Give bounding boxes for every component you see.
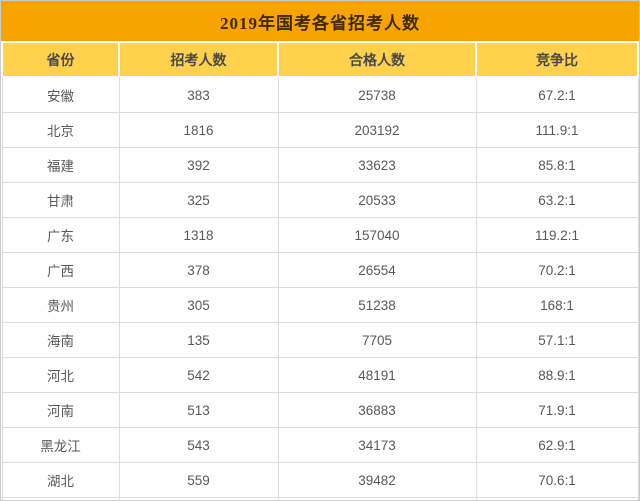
province-cell: 河北 [1, 357, 120, 393]
value-cell [277, 497, 477, 500]
table-row: 贵州 305 51238 168:1 [1, 287, 639, 323]
table-body: 安徽 383 25738 67.2:1 北京 1816 203192 111.9:1 福建 392… [1, 76, 639, 500]
value-cell: 25738 [277, 76, 477, 113]
value-cell: 378 [118, 252, 279, 288]
table-row: 广东 1318 157040 119.2:1 [1, 217, 639, 253]
column-header: 合格人数 [277, 41, 477, 78]
value-cell: 392 [118, 147, 279, 183]
value-cell: 36883 [277, 392, 477, 428]
value-cell: 33623 [277, 147, 477, 183]
value-cell: 67.2:1 [475, 76, 639, 113]
table-row: 河南 513 36883 71.9:1 [1, 392, 639, 428]
value-cell: 39482 [277, 462, 477, 498]
value-cell: 305 [118, 287, 279, 323]
value-cell: 383 [118, 76, 279, 113]
value-cell: 1816 [118, 112, 279, 148]
column-header: 招考人数 [118, 41, 279, 78]
value-cell: 51238 [277, 287, 477, 323]
table-row: 海南 135 7705 57.1:1 [1, 322, 639, 358]
value-cell [475, 497, 639, 500]
value-cell: 168:1 [475, 287, 639, 323]
table-row: 甘肃 325 20533 63.2:1 [1, 182, 639, 218]
value-cell: 7705 [277, 322, 477, 358]
table-row: 安徽 383 25738 67.2:1 [1, 76, 639, 113]
table-row: 北京 1816 203192 111.9:1 [1, 112, 639, 148]
table-row: 河北 542 48191 88.9:1 [1, 357, 639, 393]
table-row: 黑龙江 543 34173 62.9:1 [1, 427, 639, 463]
header-row: 省份 招考人数 合格人数 竞争比 [1, 41, 639, 78]
value-cell: 70.6:1 [475, 462, 639, 498]
column-header: 竞争比 [475, 41, 639, 78]
recruitment-table: 省份 招考人数 合格人数 竞争比 安徽 383 25738 67.2:1 北京 1816 2031… [1, 41, 639, 500]
province-cell: 河南 [1, 392, 120, 428]
province-cell: 广东 [1, 217, 120, 253]
value-cell: 70.2:1 [475, 252, 639, 288]
value-cell: 62.9:1 [475, 427, 639, 463]
value-cell: 48191 [277, 357, 477, 393]
value-cell: 57.1:1 [475, 322, 639, 358]
value-cell: 157040 [277, 217, 477, 253]
value-cell: 88.9:1 [475, 357, 639, 393]
table-row: 福建 392 33623 85.8:1 [1, 147, 639, 183]
table-row: 湖北 559 39482 70.6:1 [1, 462, 639, 498]
value-cell: 85.8:1 [475, 147, 639, 183]
value-cell: 20533 [277, 182, 477, 218]
column-header: 省份 [1, 41, 120, 78]
value-cell: 203192 [277, 112, 477, 148]
value-cell: 559 [118, 462, 279, 498]
value-cell [1, 497, 120, 500]
table-row-partial [1, 497, 639, 500]
value-cell: 1318 [118, 217, 279, 253]
table-row: 广西 378 26554 70.2:1 [1, 252, 639, 288]
table-title: 2019年国考各省招考人数 [1, 1, 639, 41]
province-cell: 北京 [1, 112, 120, 148]
value-cell: 325 [118, 182, 279, 218]
value-cell: 26554 [277, 252, 477, 288]
value-cell [118, 497, 279, 500]
province-cell: 贵州 [1, 287, 120, 323]
province-cell: 广西 [1, 252, 120, 288]
province-cell: 甘肃 [1, 182, 120, 218]
table-header: 省份 招考人数 合格人数 竞争比 [1, 41, 639, 78]
province-cell: 黑龙江 [1, 427, 120, 463]
value-cell: 135 [118, 322, 279, 358]
value-cell: 543 [118, 427, 279, 463]
value-cell: 111.9:1 [475, 112, 639, 148]
province-cell: 福建 [1, 147, 120, 183]
value-cell: 119.2:1 [475, 217, 639, 253]
value-cell: 542 [118, 357, 279, 393]
value-cell: 513 [118, 392, 279, 428]
province-cell: 海南 [1, 322, 120, 358]
province-cell: 湖北 [1, 462, 120, 498]
province-cell: 安徽 [1, 76, 120, 113]
value-cell: 63.2:1 [475, 182, 639, 218]
value-cell: 34173 [277, 427, 477, 463]
value-cell: 71.9:1 [475, 392, 639, 428]
